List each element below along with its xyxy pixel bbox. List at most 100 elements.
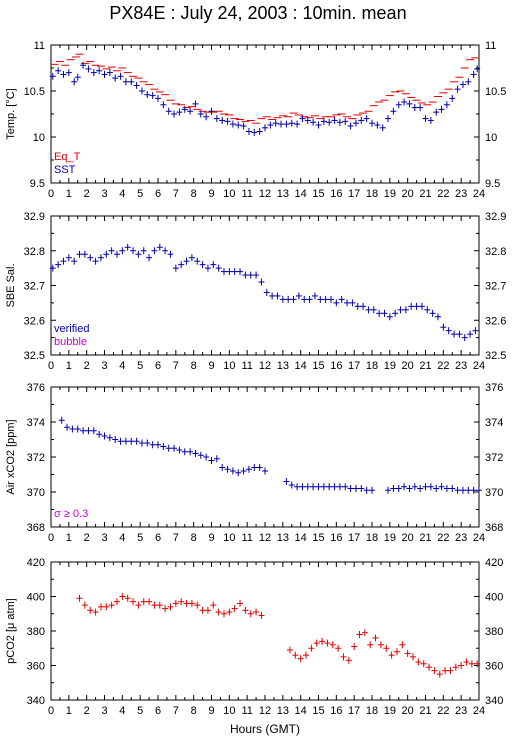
series-data-0 (58, 416, 482, 494)
x-tick-label: 20 (402, 705, 414, 717)
data-point (165, 107, 172, 115)
data-point (274, 292, 281, 300)
data-point (454, 486, 461, 494)
data-point (172, 599, 179, 607)
data-point (299, 483, 306, 491)
data-point (427, 116, 434, 124)
data-point (60, 257, 67, 265)
y-tick-label-right: 370 (485, 487, 503, 499)
data-point (224, 465, 231, 473)
data-point (101, 70, 108, 78)
data-point (58, 416, 65, 424)
data-point (347, 122, 354, 130)
data-point (90, 69, 97, 77)
x-tick-label: 8 (191, 532, 197, 544)
data-point (242, 271, 249, 279)
data-point (459, 81, 466, 89)
x-tick-label: 2 (84, 705, 90, 717)
y-tick-label-right: 340 (485, 695, 503, 707)
data-point (49, 264, 56, 272)
data-point (452, 663, 459, 671)
data-point (194, 257, 201, 265)
x-tick-label: 19 (384, 188, 396, 200)
x-tick-label: 12 (259, 360, 271, 372)
data-point (427, 483, 434, 491)
y-tick-label-right: 11 (485, 40, 496, 52)
data-point (235, 121, 242, 129)
x-tick-label: 18 (366, 188, 378, 200)
data-point (272, 119, 279, 127)
data-point (155, 94, 161, 102)
x-tick-label: 19 (384, 532, 396, 544)
data-point (422, 483, 429, 491)
x-tick-label: 12 (259, 705, 271, 717)
data-point (181, 448, 188, 456)
data-point (187, 448, 194, 456)
data-point (49, 72, 56, 80)
data-point (219, 116, 226, 124)
y-axis-label: Air xCO2 [ppm] (5, 419, 17, 494)
y-tick-label-right: 374 (485, 417, 503, 429)
data-point (463, 658, 470, 666)
data-point (247, 271, 254, 279)
data-point (372, 634, 379, 642)
data-point (167, 603, 174, 611)
data-point (122, 78, 129, 86)
y-tick-label-left: 32.6 (24, 315, 45, 327)
data-point (130, 598, 137, 606)
data-point (128, 437, 135, 445)
data-point (426, 663, 433, 671)
data-point (122, 437, 129, 445)
data-point (406, 485, 413, 492)
x-tick-label: 24 (473, 532, 485, 544)
data-point (81, 601, 88, 609)
data-point (393, 648, 400, 656)
data-point (151, 247, 158, 255)
data-point (363, 486, 370, 494)
x-tick-label: 9 (208, 360, 214, 372)
x-tick-label: 15 (312, 705, 324, 717)
x-tick-label: 24 (473, 188, 485, 200)
x-tick-label: 20 (402, 532, 414, 544)
data-point (304, 116, 311, 124)
data-point (188, 599, 195, 607)
data-point (262, 467, 268, 475)
panel-3: 0 1 2 3 4 5 6 7 8 9 10 11 12 13 14 15 16 17 18 19 20 21 22 23 24… (5, 382, 503, 544)
data-point (108, 247, 115, 255)
data-point (55, 67, 62, 75)
data-point (468, 660, 475, 668)
data-point (231, 268, 238, 276)
data-point (336, 118, 343, 126)
data-point (167, 250, 174, 258)
data-point (279, 295, 286, 303)
x-tick-label: 7 (173, 188, 179, 200)
data-point (429, 309, 436, 317)
y-tick-label-left: 32.8 (24, 246, 45, 258)
data-point (103, 603, 110, 611)
panels-group: 0 1 2 3 4 5 6 7 8 9 10 11 12 13 14 15 16 17 18 19 20 21 22 23 24… (5, 40, 506, 717)
series-Eq_T (50, 53, 480, 124)
data-point (149, 441, 156, 449)
data-point (215, 608, 222, 616)
data-point (345, 656, 352, 664)
data-point (258, 611, 265, 619)
data-point (156, 601, 163, 609)
data-point (340, 653, 347, 661)
x-tick-label: 16 (330, 705, 342, 717)
data-point (313, 639, 320, 647)
data-point (433, 108, 440, 116)
x-tick-label: 4 (119, 360, 125, 372)
data-point (237, 268, 244, 276)
data-point (385, 486, 392, 494)
data-point (149, 92, 156, 100)
data-point (411, 104, 418, 112)
data-point (474, 660, 481, 668)
x-tick-label: 13 (277, 360, 289, 372)
series-data-0 (76, 593, 481, 678)
data-point (367, 641, 374, 649)
x-tick-label: 9 (208, 532, 214, 544)
y-axis-label: Temp. [°C] (5, 88, 17, 139)
data-point (476, 486, 482, 494)
data-point (87, 254, 94, 262)
